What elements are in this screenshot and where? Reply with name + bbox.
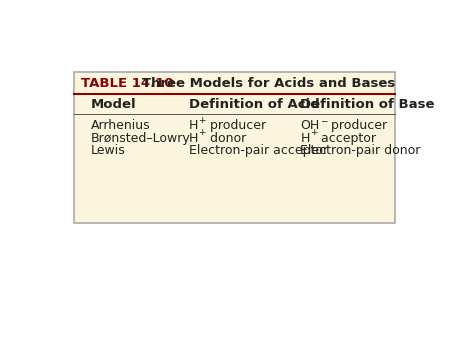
Text: −: − [320, 116, 327, 125]
Text: H: H [189, 119, 198, 132]
Text: OH: OH [301, 119, 320, 132]
Text: Model: Model [91, 98, 137, 111]
Text: H: H [301, 132, 310, 145]
Text: Definition of Base: Definition of Base [301, 98, 435, 111]
Text: Electron-pair acceptor: Electron-pair acceptor [189, 144, 328, 157]
Text: Definition of Acid: Definition of Acid [189, 98, 320, 111]
Text: TABLE 14.10: TABLE 14.10 [81, 77, 173, 90]
Text: acceptor: acceptor [317, 132, 376, 145]
Text: Arrhenius: Arrhenius [91, 119, 151, 132]
Text: H: H [189, 132, 198, 145]
Text: Three Models for Acids and Bases: Three Models for Acids and Bases [128, 77, 395, 90]
Text: Lewis: Lewis [91, 144, 126, 157]
Text: Electron-pair donor: Electron-pair donor [301, 144, 421, 157]
Text: +: + [310, 128, 317, 138]
Text: +: + [198, 116, 206, 125]
Text: +: + [198, 128, 206, 138]
Text: producer: producer [206, 119, 266, 132]
Text: Brønsted–Lowry: Brønsted–Lowry [91, 132, 191, 145]
FancyBboxPatch shape [74, 72, 395, 223]
Text: donor: donor [206, 132, 246, 145]
Text: producer: producer [327, 119, 387, 132]
